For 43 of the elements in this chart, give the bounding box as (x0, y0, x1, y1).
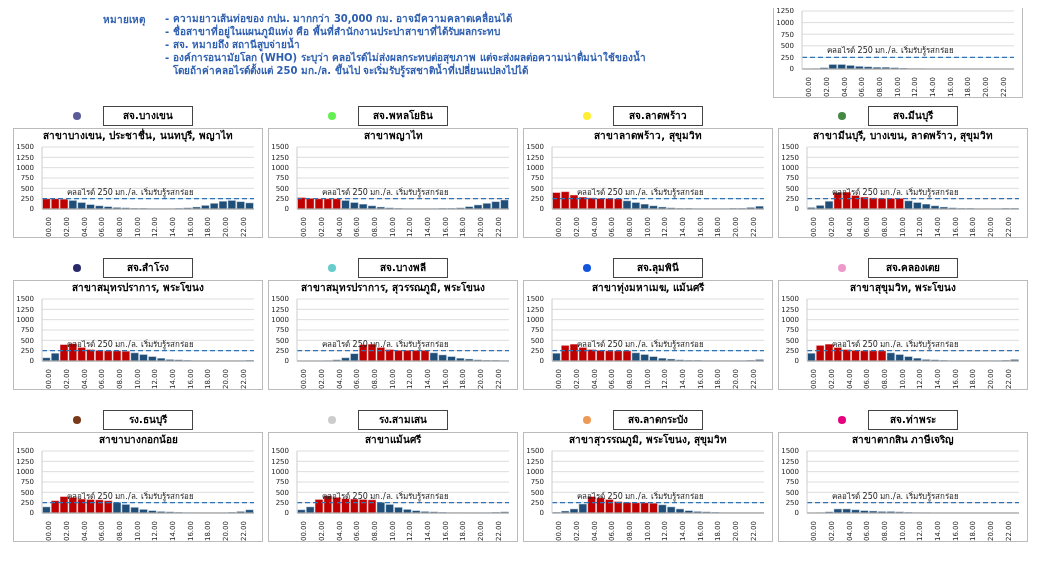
ref-line-label: คลอไรด์ 250 มก./ล. เริ่มรับรู้รสกร่อย (577, 489, 704, 502)
ref-line-label: คลอไรด์ 250 มก./ล. เริ่มรับรู้รสกร่อย (322, 185, 449, 198)
chart-subtitle: สาขาบางกอกน้อย (97, 433, 179, 447)
ref-line-label: คลอไรด์ 250 มก./ล. เริ่มรับรู้รสกร่อย (67, 185, 194, 198)
chart-subtitle: สาขาสมุทรปราการ, พระโขนง (70, 281, 206, 295)
chart-subtitle: สาขาลาดพร้าว, สุขุมวิท (593, 129, 703, 143)
chart-subtitle: สาขาสมุทรปราการ, สุวรรณภูมิ, พระโขนง (299, 281, 487, 295)
chart-title: รง.สามเสน (358, 410, 448, 430)
chart-title: สจ.คลองเตย (868, 258, 958, 278)
text: - องค์การอนามัยโลก (WHO) ระบุว่า คลอไรด์ไม่ส่งผลกระทบต่อสุขภาพ แต่จะส่งผลต่อความน่าดื่มน่าใช้ของน้ำ (165, 51, 646, 64)
chart-subtitle: สาขาสุวรรณภูมิ, พระโขนง, สุขุมวิท (567, 433, 729, 447)
chart-title: สจ.บางเขน (103, 106, 193, 126)
chart-title: สจ.ท่าพระ (868, 410, 958, 430)
chart-title: สจ.ลุมพินี (613, 258, 703, 278)
chart-title: สจ.สำโรง (103, 258, 193, 278)
text: โดยถ้าค่าคลอไรด์ตั้งแต่ 250 มก./ล. ขึ้นไป จะเริ่มรับรู้รสชาติน้ำที่เปลี่ยนแปลงไปได้ (172, 64, 530, 77)
ref-line-label: คลอไรด์ 250 มก./ล. เริ่มรับรู้รสกร่อย (577, 185, 704, 198)
chart-subtitle: สาขาบางเขน, ประชาชื่น, นนทบุรี, พญาไท (42, 129, 234, 143)
chart-subtitle: สาขาตากสิน ภาษีเจริญ (850, 433, 956, 447)
chart-subtitle: สาขาทุ่งมหาเมฆ, แม้นศรี (590, 281, 706, 295)
ref-line-label: คลอไรด์ 250 มก./ล. เริ่มรับรู้รสกร่อย (322, 489, 449, 502)
chart-subtitle: สาขาสุขุมวิท, พระโขนง (848, 281, 958, 295)
ref-line-label: คลอไรด์ 250 มก./ล. เริ่มรับรู้รสกร่อย (827, 44, 954, 57)
chart-title: สจ.บางพลี (358, 258, 448, 278)
ref-line-label: คลอไรด์ 250 มก./ล. เริ่มรับรู้รสกร่อย (577, 337, 704, 350)
text: - ชื่อสาขาที่อยู่ในแผนภูมิแท่ง คือ พื้นที่สำนักงานประปาสาขาที่ได้รับผลกระทบ (165, 25, 501, 38)
text: - สจ. หมายถึง สถานีสูบจ่ายน้ำ (165, 38, 302, 51)
ref-line-label: คลอไรด์ 250 มก./ล. เริ่มรับรู้รสกร่อย (67, 337, 194, 350)
chart-title: รง.ธนบุรี (103, 410, 193, 430)
chart-title: สจ.ลาดกระบัง (613, 410, 703, 430)
chart-subtitle: สาขาแม้นศรี (364, 433, 422, 447)
chart-title: สจ.มีนบุรี (868, 106, 958, 126)
chart-title: สจ.ลาดพร้าว (613, 106, 703, 126)
text: - ความยาวเส้นท่อของ กปน. มากกว่า 30,000 กม. อาจมีความคลาดเคลื่อนได้ (165, 12, 514, 24)
chart-subtitle: สาขาพญาไท (362, 129, 424, 143)
ref-line-label: คลอไรด์ 250 มก./ล. เริ่มรับรู้รสกร่อย (832, 337, 959, 350)
ref-line-label: คลอไรด์ 250 มก./ล. เริ่มรับรู้รสกร่อย (832, 185, 959, 198)
ref-line-label: คลอไรด์ 250 มก./ล. เริ่มรับรู้รสกร่อย (67, 489, 194, 502)
ref-line-label: คลอไรด์ 250 มก./ล. เริ่มรับรู้รสกร่อย (322, 337, 449, 350)
text: หมายเหตุ (103, 13, 146, 28)
ref-line-label: คลอไรด์ 250 มก./ล. เริ่มรับรู้รสกร่อย (832, 489, 959, 502)
chart-title: สจ.พหลโยธิน (358, 106, 448, 126)
chart-subtitle: สาขามีนบุรี, บางเขน, ลาดพร้าว, สุขุมวิท (811, 129, 995, 143)
